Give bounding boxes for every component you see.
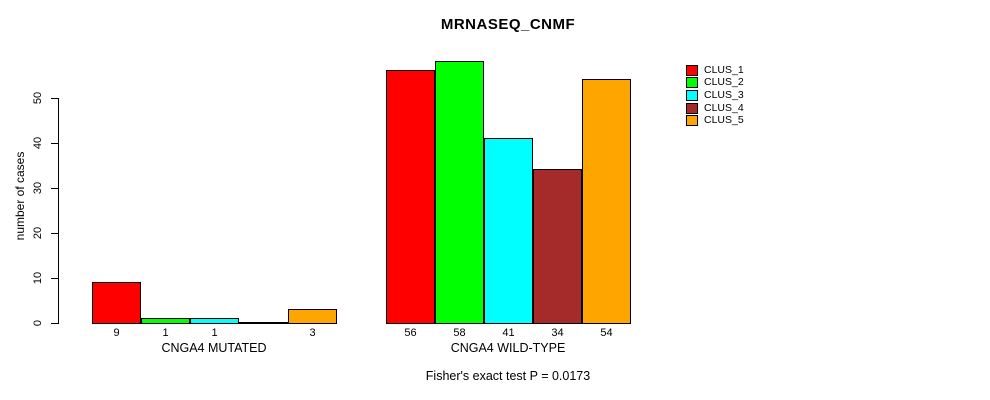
y-tick-label: 0 [32,319,44,327]
legend: CLUS_1 CLUS_2 CLUS_3 CLUS_4 CLUS_5 [686,64,744,127]
bar-value-label: 56 [404,327,417,339]
bar-value-label: 1 [162,327,169,339]
legend-item: CLUS_4 [686,102,744,115]
y-axis-label: number of cases [13,151,27,241]
legend-label: CLUS_1 [704,63,744,76]
bar-clus_3 [484,137,533,324]
bar-value-label: 34 [551,327,564,339]
y-tick-mark [51,188,59,189]
legend-swatch [686,64,698,76]
y-tick-mark [51,98,59,99]
legend-label: CLUS_4 [704,101,744,114]
x-group-label-mutated: CNGA4 MUTATED [161,341,267,355]
legend-label: CLUS_5 [704,114,744,127]
bar-clus_4 [239,322,288,324]
bar-value-label: 9 [113,327,120,339]
bar-clus_3 [190,317,239,324]
y-tick-mark [51,233,59,234]
y-axis-line [58,98,59,324]
y-tick-mark [51,278,59,279]
bar-value-label: 3 [309,327,316,339]
legend-label: CLUS_3 [704,88,744,101]
bar-value-label: 58 [453,327,466,339]
bar-clus_4 [533,169,582,324]
y-tick-label: 50 [32,91,44,105]
y-tick-label: 30 [32,181,44,195]
y-tick-mark [51,323,59,324]
fisher-test-annotation: Fisher's exact test P = 0.0173 [425,369,591,383]
bar-clus_2 [435,61,484,324]
legend-swatch [686,102,698,114]
bar-clus_5 [288,308,337,324]
y-tick-mark [51,143,59,144]
y-tick-label: 20 [32,226,44,240]
legend-item: CLUS_3 [686,89,744,102]
bar-clus_1 [92,281,141,324]
x-group-label-wildtype: CNGA4 WILD-TYPE [450,341,566,355]
bar-clus_1 [386,70,435,324]
y-tick-label: 40 [32,136,44,150]
chart-title: MRNASEQ_CNMF [440,16,576,33]
legend-item: CLUS_2 [686,77,744,90]
legend-item: CLUS_1 [686,64,744,77]
legend-swatch [686,89,698,101]
bar-clus_2 [141,317,190,324]
bar-value-label: 41 [502,327,515,339]
legend-swatch [686,115,698,127]
legend-item: CLUS_5 [686,114,744,127]
legend-label: CLUS_2 [704,76,744,89]
bar-clus_5 [582,79,631,324]
bar-value-label: 1 [211,327,218,339]
y-tick-label: 10 [32,271,44,285]
legend-swatch [686,77,698,89]
bar-value-label: 54 [600,327,613,339]
